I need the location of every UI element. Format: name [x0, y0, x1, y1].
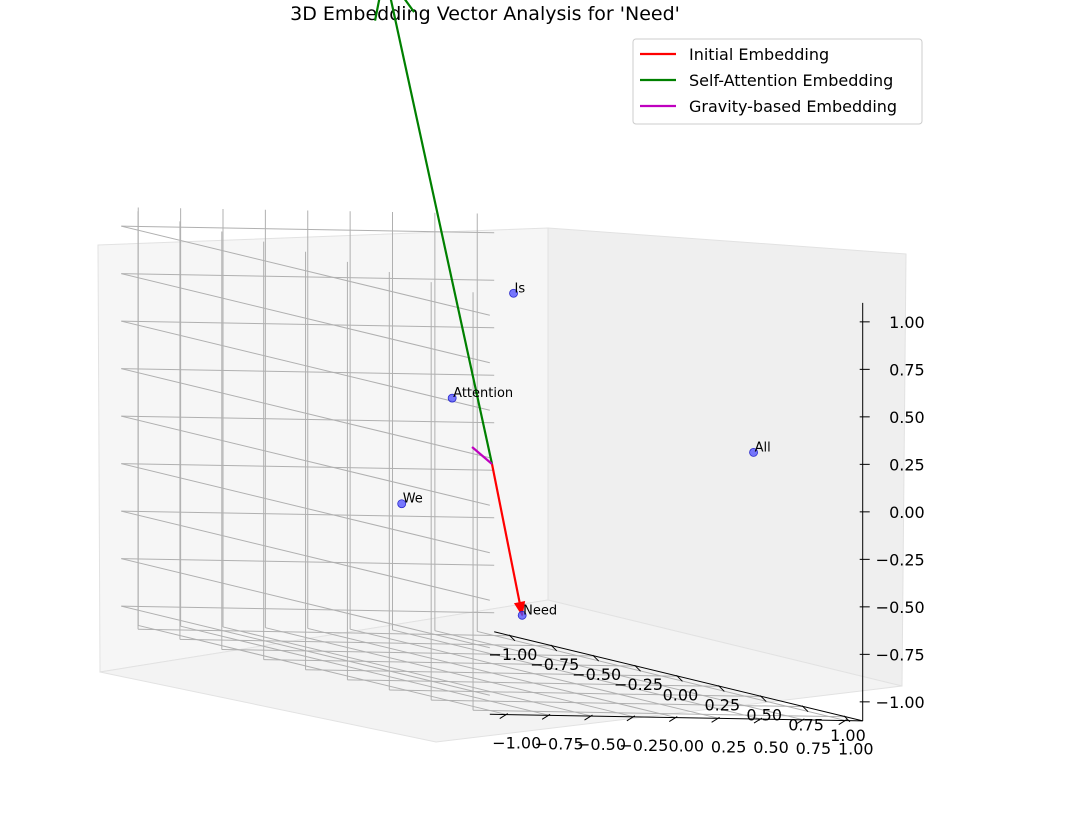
z-tick-label: 0.75: [889, 360, 925, 379]
x-tick-label: −0.75: [530, 655, 579, 674]
z-tick-label: −0.25: [876, 550, 925, 569]
x-tick: [508, 634, 516, 642]
y-tick-label: 0.25: [711, 737, 747, 756]
legend-box: [632, 38, 923, 125]
point-label: Attention: [453, 386, 513, 401]
y-tick: [711, 716, 720, 723]
x-tick: [717, 685, 725, 692]
y-tick-label: 0.75: [796, 739, 832, 758]
legend-label-gravity: Gravity-based Embedding: [689, 97, 897, 116]
x-tick-label: −0.50: [572, 665, 621, 684]
point-label: Is: [515, 281, 526, 296]
point-label: We: [403, 492, 423, 507]
x-axis-line: [494, 631, 863, 722]
z-tick-label: 0.00: [889, 503, 925, 522]
y-tick: [626, 715, 636, 722]
x-tick-label: 1.00: [830, 726, 866, 745]
y-tick-label: −0.50: [577, 735, 626, 754]
y-tick-label: −0.25: [619, 736, 668, 755]
grid-line: [138, 624, 507, 716]
axis-lines: [489, 302, 870, 725]
legend-label-initial: Initial Embedding: [689, 45, 829, 64]
y-tick: [838, 719, 848, 725]
z-tick-label: 1.00: [889, 313, 925, 332]
embedding-point: [447, 393, 457, 403]
legend: Initial Embedding Self-Attention Embeddi…: [632, 38, 923, 125]
vector-line: [471, 446, 493, 465]
y-tick: [584, 714, 593, 721]
x-tick: [592, 654, 600, 662]
grid-line: [121, 273, 495, 281]
y-tick: [499, 713, 509, 719]
embedding-point: [509, 288, 518, 298]
embedding-point: [397, 499, 407, 509]
grid-line: [121, 415, 490, 506]
x-tick-label: −0.25: [614, 675, 663, 694]
y-tick: [541, 713, 551, 720]
vector-arrowhead: [373, 0, 416, 21]
grid-lines: [121, 207, 846, 722]
x-tick: [634, 664, 641, 672]
embedding-point: [517, 610, 527, 620]
grid-line: [180, 625, 550, 716]
x-tick-label: 0.00: [663, 685, 699, 704]
grid-line: [121, 273, 490, 364]
y-tick-label: 0.00: [668, 737, 704, 756]
grid-line: [347, 679, 721, 687]
y-tick-label: 1.00: [838, 740, 874, 759]
grid-line: [473, 709, 846, 718]
x-tick: [801, 705, 809, 713]
y-tick-label: −1.00: [492, 734, 541, 753]
x-tick-label: 0.25: [705, 695, 741, 714]
grid-line: [121, 368, 490, 459]
x-tick: [550, 644, 558, 652]
y-tick: [796, 718, 805, 725]
z-tick-label: 0.25: [889, 455, 925, 474]
grid-line: [431, 699, 805, 708]
grid-line: [222, 626, 592, 717]
grid-line: [265, 627, 634, 718]
grid-line: [121, 225, 490, 316]
point-label: All: [755, 440, 771, 455]
vector-line: [389, 0, 494, 465]
y-tick-label: −0.75: [535, 734, 584, 753]
x-tick-label: 0.75: [788, 716, 824, 735]
x-tick: [759, 695, 767, 702]
z-tick-label: 0.50: [889, 408, 925, 427]
y-tick: [668, 716, 678, 722]
z-tick-label: −0.75: [876, 645, 925, 664]
y-tick-label: 0.50: [753, 738, 789, 757]
x-tick-label: 0.50: [746, 706, 782, 725]
floor-pane: [99, 599, 903, 743]
legend-label-self-attention: Self-Attention Embedding: [689, 71, 893, 90]
embedding-vectors: [373, 0, 526, 617]
grid-line: [121, 320, 490, 411]
grid-line: [121, 225, 495, 234]
vector-line: [490, 463, 524, 616]
grid-line: [121, 368, 495, 376]
grid-line: [121, 415, 495, 424]
x-tick: [676, 674, 683, 682]
x-tick: [843, 715, 851, 723]
point-label: Need: [523, 603, 557, 618]
tick-labels: −1.001.00−1.00−0.750.75−0.75−0.500.50−0.…: [488, 313, 924, 759]
grid-line: [307, 627, 677, 719]
y-tick: [753, 717, 763, 724]
grid-line: [389, 689, 763, 698]
left-pane: [97, 227, 549, 673]
z-tick-label: −1.00: [876, 693, 925, 712]
embedding-point: [749, 447, 758, 457]
grid-line: [121, 320, 495, 329]
embedding-points: We Attention Is Need All: [397, 281, 771, 620]
chart-title: 3D Embedding Vector Analysis for 'Need': [290, 3, 680, 25]
x-tick-label: −1.00: [488, 645, 537, 664]
z-tick-label: −0.50: [876, 598, 925, 617]
